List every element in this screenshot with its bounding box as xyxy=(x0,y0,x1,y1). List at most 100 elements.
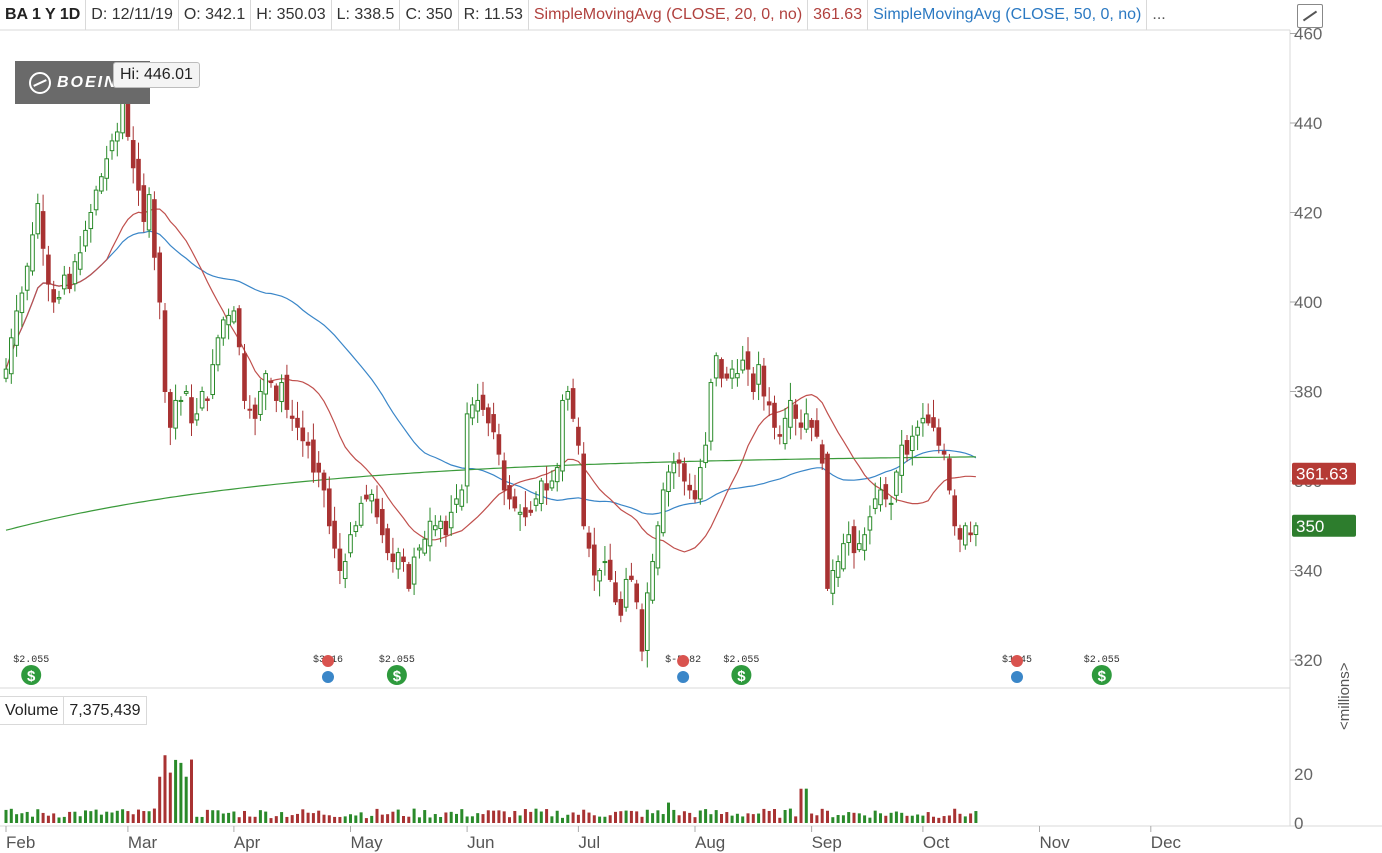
candle-body xyxy=(146,194,152,231)
volume-bar xyxy=(36,809,40,823)
candle-body xyxy=(883,484,889,500)
candle-body xyxy=(385,528,390,554)
candle-body xyxy=(851,526,857,554)
candle-body xyxy=(178,399,184,402)
candle-body xyxy=(125,100,131,137)
price-tick-label: 320 xyxy=(1294,651,1322,670)
volume-label[interactable]: Volume xyxy=(0,697,65,724)
volume-bar xyxy=(15,814,19,823)
volume-bar xyxy=(9,808,13,823)
candle-body xyxy=(565,391,571,400)
candle-body xyxy=(904,440,910,455)
candle-body xyxy=(846,534,852,544)
volume-bar xyxy=(105,811,109,823)
candle-body xyxy=(411,556,417,585)
candle-body xyxy=(342,561,348,580)
candle-body xyxy=(825,453,830,589)
volume-bar xyxy=(364,818,368,823)
volume-bar xyxy=(545,809,549,823)
volume-bar xyxy=(587,812,591,823)
candle-body xyxy=(268,380,274,384)
volume-bar xyxy=(25,811,29,823)
volume-bar xyxy=(126,811,130,823)
volume-bar xyxy=(963,816,967,823)
volume-bar xyxy=(640,816,644,823)
last-price-tag-bg xyxy=(1292,514,1356,537)
candle-body xyxy=(486,407,491,424)
event-label: $2.055 xyxy=(1084,654,1120,666)
volume-bar xyxy=(894,811,898,823)
volume-bar xyxy=(682,811,686,823)
more-button[interactable]: ... xyxy=(1152,6,1166,23)
candle-body xyxy=(645,592,650,651)
volume-bar xyxy=(651,813,655,823)
volume-bar xyxy=(460,809,464,823)
candle-body xyxy=(141,185,147,222)
volume-bar xyxy=(31,816,34,823)
dividend-symbol: $ xyxy=(737,668,746,685)
volume-bar xyxy=(534,808,538,823)
candle-body xyxy=(19,292,25,314)
volume-bar xyxy=(184,776,188,823)
volume-tick-label: 20 xyxy=(1294,765,1313,784)
candle-body xyxy=(464,413,470,487)
volume-bar xyxy=(847,812,851,823)
candle-body xyxy=(888,502,894,505)
volume-bar xyxy=(820,808,824,823)
price-tick-label: 440 xyxy=(1294,114,1322,133)
volume-bar xyxy=(253,816,257,823)
candle-body xyxy=(358,502,364,526)
volume-bar xyxy=(121,809,125,823)
volume-bar xyxy=(455,813,458,823)
high-label: H: 350.03 xyxy=(251,0,332,30)
sma50-label[interactable]: SimpleMovingAvg (CLOSE, 50, 0, no) xyxy=(868,0,1148,30)
volume-bar xyxy=(417,817,421,823)
price-tick-label: 400 xyxy=(1294,293,1322,312)
candle-body xyxy=(798,422,804,428)
candle-body xyxy=(666,471,671,493)
event-label: $2.055 xyxy=(379,654,415,666)
candle-body xyxy=(433,525,438,531)
candle-body xyxy=(480,394,486,410)
volume-bar xyxy=(137,809,140,823)
volume-bar xyxy=(746,813,750,823)
candle-body xyxy=(279,382,284,403)
volume-bar xyxy=(704,809,708,823)
time-tick-label: Jul xyxy=(578,833,600,852)
candle-body xyxy=(592,544,597,576)
candle-body xyxy=(650,561,655,601)
volume-bar xyxy=(211,810,215,823)
volume-bar xyxy=(205,809,209,823)
range-label: R: 11.53 xyxy=(459,0,529,30)
candle-body xyxy=(417,547,422,551)
symbol-label[interactable]: BA 1 Y 1D xyxy=(0,0,87,30)
volume-bar xyxy=(815,815,819,823)
info-icon xyxy=(322,671,334,683)
volume-bar xyxy=(741,816,745,823)
event-label: $2.055 xyxy=(13,654,49,666)
candle-body xyxy=(719,359,724,379)
candle-body xyxy=(713,355,719,379)
volume-bar xyxy=(168,772,172,823)
candle-body xyxy=(512,496,518,509)
candle-body xyxy=(910,435,915,452)
volume-bar xyxy=(269,818,273,823)
volume-bar xyxy=(221,813,225,823)
volume-bar xyxy=(46,815,50,823)
volume-bar xyxy=(523,809,527,823)
sma20-label[interactable]: SimpleMovingAvg (CLOSE, 20, 0, no) xyxy=(529,0,809,30)
sma200-line xyxy=(5,456,976,531)
earnings-icon xyxy=(677,655,690,667)
event-badges[interactable]: $2.055$$3.16$2.055$$-5.82$2.055$$1.45$2.… xyxy=(13,654,1120,685)
volume-bar xyxy=(84,810,87,823)
logo-mark-icon xyxy=(29,71,51,94)
dividend-icon xyxy=(21,665,42,685)
candle-body xyxy=(284,374,290,410)
candle-body xyxy=(544,483,549,491)
candle-body xyxy=(894,471,899,496)
candle-body xyxy=(523,507,528,518)
drawing-tool-icon[interactable] xyxy=(1297,4,1323,28)
candle-body xyxy=(67,273,72,290)
volume-bar xyxy=(942,816,946,823)
